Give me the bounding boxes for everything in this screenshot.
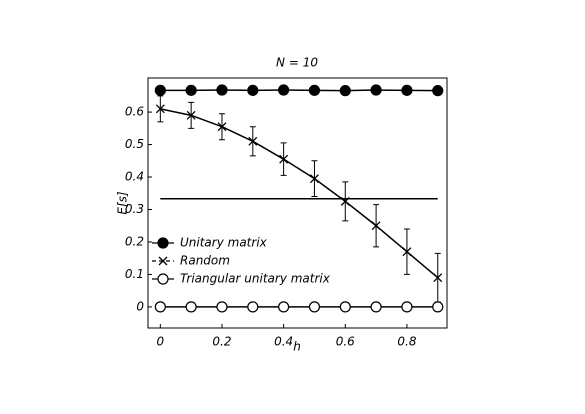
data-point: [247, 301, 259, 313]
x-tick-label: 0.2: [212, 335, 231, 349]
data-point: [185, 84, 197, 96]
data-point: [154, 301, 166, 313]
data-point: [248, 136, 258, 146]
legend-marker: [157, 237, 169, 249]
data-point: [371, 221, 381, 231]
data-point: [401, 84, 413, 96]
data-point: [186, 110, 196, 120]
data-point: [432, 85, 444, 97]
data-point: [432, 301, 444, 313]
data-point: [433, 273, 443, 283]
legend-marker: [158, 256, 168, 266]
data-point: [370, 84, 382, 96]
data-point: [154, 84, 166, 96]
data-point: [216, 301, 228, 313]
x-tick-label: 0: [157, 335, 165, 349]
data-point: [155, 104, 165, 114]
plot-frame: [147, 77, 448, 329]
y-tick-label: 0.4: [125, 170, 144, 184]
y-tick-label: 0.2: [125, 234, 144, 248]
legend-label: Random: [180, 254, 230, 268]
x-tick-label: 0.4: [274, 335, 293, 349]
data-point: [309, 174, 319, 184]
x-tick-label: 0.6: [336, 335, 355, 349]
data-point: [308, 301, 321, 313]
legend-marker: [157, 273, 169, 285]
y-tick-label: 0.5: [125, 137, 144, 151]
data-point: [370, 301, 382, 313]
legend-label: Unitary matrix: [180, 236, 268, 250]
y-axis-label: E[s]: [116, 191, 130, 215]
data-point: [217, 122, 227, 132]
y-tick-label: 0: [136, 299, 144, 313]
chart-title: N = 10: [276, 56, 318, 70]
data-point: [401, 301, 413, 313]
data-point: [308, 84, 321, 96]
y-tick-label: 0.1: [125, 267, 144, 281]
data-point: [340, 196, 350, 206]
data-point: [185, 301, 197, 313]
data-point: [216, 84, 228, 96]
data-point: [402, 247, 412, 257]
data-point: [339, 301, 351, 313]
legend-label: Triangular unitary matrix: [180, 272, 331, 286]
series-line: [160, 108, 439, 279]
data-point: [339, 85, 351, 97]
data-point: [278, 301, 290, 313]
series-line: [160, 89, 438, 92]
y-tick-label: 0.3: [125, 202, 144, 216]
data-point: [247, 84, 259, 96]
x-tick-label: 0.8: [397, 335, 416, 349]
x-axis-label: h: [293, 340, 301, 354]
data-point: [278, 84, 290, 96]
y-tick-label: 0.6: [125, 105, 144, 119]
data-point: [279, 154, 289, 164]
